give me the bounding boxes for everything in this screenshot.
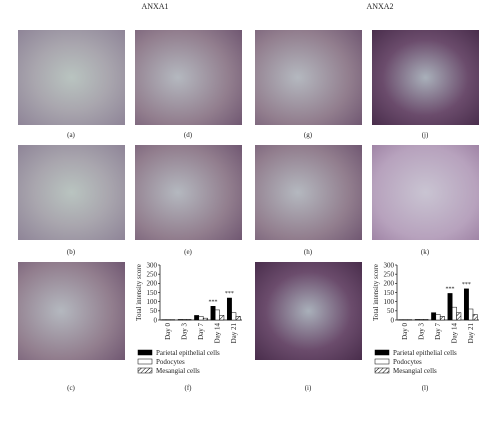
legend-swatch <box>138 359 152 364</box>
panel-label: (k) <box>421 248 430 256</box>
panel-label: (f) <box>185 384 193 392</box>
bar <box>464 289 468 320</box>
micrograph <box>135 145 242 240</box>
bar <box>424 319 428 320</box>
bar <box>227 298 231 320</box>
column-title: ANXA1 <box>141 2 168 11</box>
y-tick-label: 250 <box>384 270 395 278</box>
x-tick-label: Day 21 <box>467 323 475 344</box>
micrograph <box>18 262 125 360</box>
bar <box>194 315 198 320</box>
legend-swatch <box>375 350 389 355</box>
bar <box>220 315 224 320</box>
x-tick-label: Day 0 <box>164 323 172 340</box>
y-tick-label: 0 <box>154 316 158 324</box>
panel-label: (c) <box>67 384 75 392</box>
y-axis-label: Total intensity score <box>135 264 143 321</box>
panel-label: (j) <box>422 131 429 139</box>
x-tick-label: Day 14 <box>213 323 221 344</box>
bar <box>452 307 456 320</box>
legend-swatch <box>138 350 152 355</box>
micrograph <box>255 145 362 240</box>
bar <box>440 316 444 320</box>
legend-label: Parietal epithelial cells <box>156 349 220 357</box>
legend-label: Podocytes <box>156 358 185 366</box>
legend-label: Podocytes <box>393 358 422 366</box>
bar <box>187 319 191 320</box>
bar <box>232 313 236 320</box>
panel-label: (l) <box>422 384 429 392</box>
significance-label: *** <box>462 282 471 288</box>
significance-label: *** <box>225 291 234 297</box>
y-tick-label: 0 <box>391 316 395 324</box>
y-tick-label: 150 <box>384 289 395 297</box>
micrograph <box>372 30 479 125</box>
micrograph <box>255 262 362 360</box>
x-tick-label: Day 21 <box>230 323 238 344</box>
bar <box>419 319 423 320</box>
legend-label: Parietal epithelial cells <box>393 349 457 357</box>
legend-label: Mesangial cells <box>156 367 200 375</box>
bar <box>211 306 215 320</box>
bar <box>448 293 452 320</box>
bar <box>199 316 203 320</box>
y-tick-label: 100 <box>384 298 395 306</box>
micrograph <box>135 30 242 125</box>
bar <box>473 315 477 321</box>
bar <box>431 313 435 320</box>
y-tick-label: 250 <box>147 270 158 278</box>
y-tick-label: 300 <box>147 261 158 269</box>
bar <box>182 319 186 320</box>
legend-swatch <box>375 359 389 364</box>
panel-label: (g) <box>304 131 313 139</box>
legend-label: Mesangial cells <box>393 367 437 375</box>
micrograph <box>18 145 125 240</box>
x-tick-label: Day 0 <box>401 323 409 340</box>
bar <box>469 309 473 320</box>
x-tick-label: Day 3 <box>418 323 426 340</box>
legend-swatch <box>375 368 389 373</box>
y-tick-label: 200 <box>384 280 395 288</box>
x-tick-label: Day 7 <box>197 323 205 340</box>
micrograph <box>372 145 479 240</box>
x-tick-label: Day 7 <box>434 323 442 340</box>
y-tick-label: 300 <box>384 261 395 269</box>
significance-label: *** <box>209 299 218 305</box>
legend-swatch <box>138 368 152 373</box>
panel-label: (d) <box>184 131 193 139</box>
bar <box>457 313 461 320</box>
panel-label: (e) <box>184 248 192 256</box>
panel-label: (b) <box>67 248 76 256</box>
micrograph <box>255 30 362 125</box>
bar <box>178 319 182 320</box>
bar <box>203 318 207 320</box>
micrograph <box>18 30 125 125</box>
bar <box>236 316 240 320</box>
y-tick-label: 50 <box>387 307 395 315</box>
y-tick-label: 200 <box>147 280 158 288</box>
y-tick-label: 50 <box>150 307 158 315</box>
panel-label: (i) <box>305 384 312 392</box>
panel-label: (h) <box>304 248 313 256</box>
significance-label: *** <box>446 286 455 292</box>
y-tick-label: 150 <box>147 289 158 297</box>
y-axis-label: Total intensity score <box>372 264 380 321</box>
y-tick-label: 100 <box>147 298 158 306</box>
x-tick-label: Day 3 <box>181 323 189 340</box>
column-title: ANXA2 <box>366 2 393 11</box>
x-tick-label: Day 14 <box>450 323 458 344</box>
panel-label: (a) <box>67 131 75 139</box>
bar <box>415 319 419 320</box>
bar <box>436 315 440 321</box>
bar <box>215 310 219 320</box>
